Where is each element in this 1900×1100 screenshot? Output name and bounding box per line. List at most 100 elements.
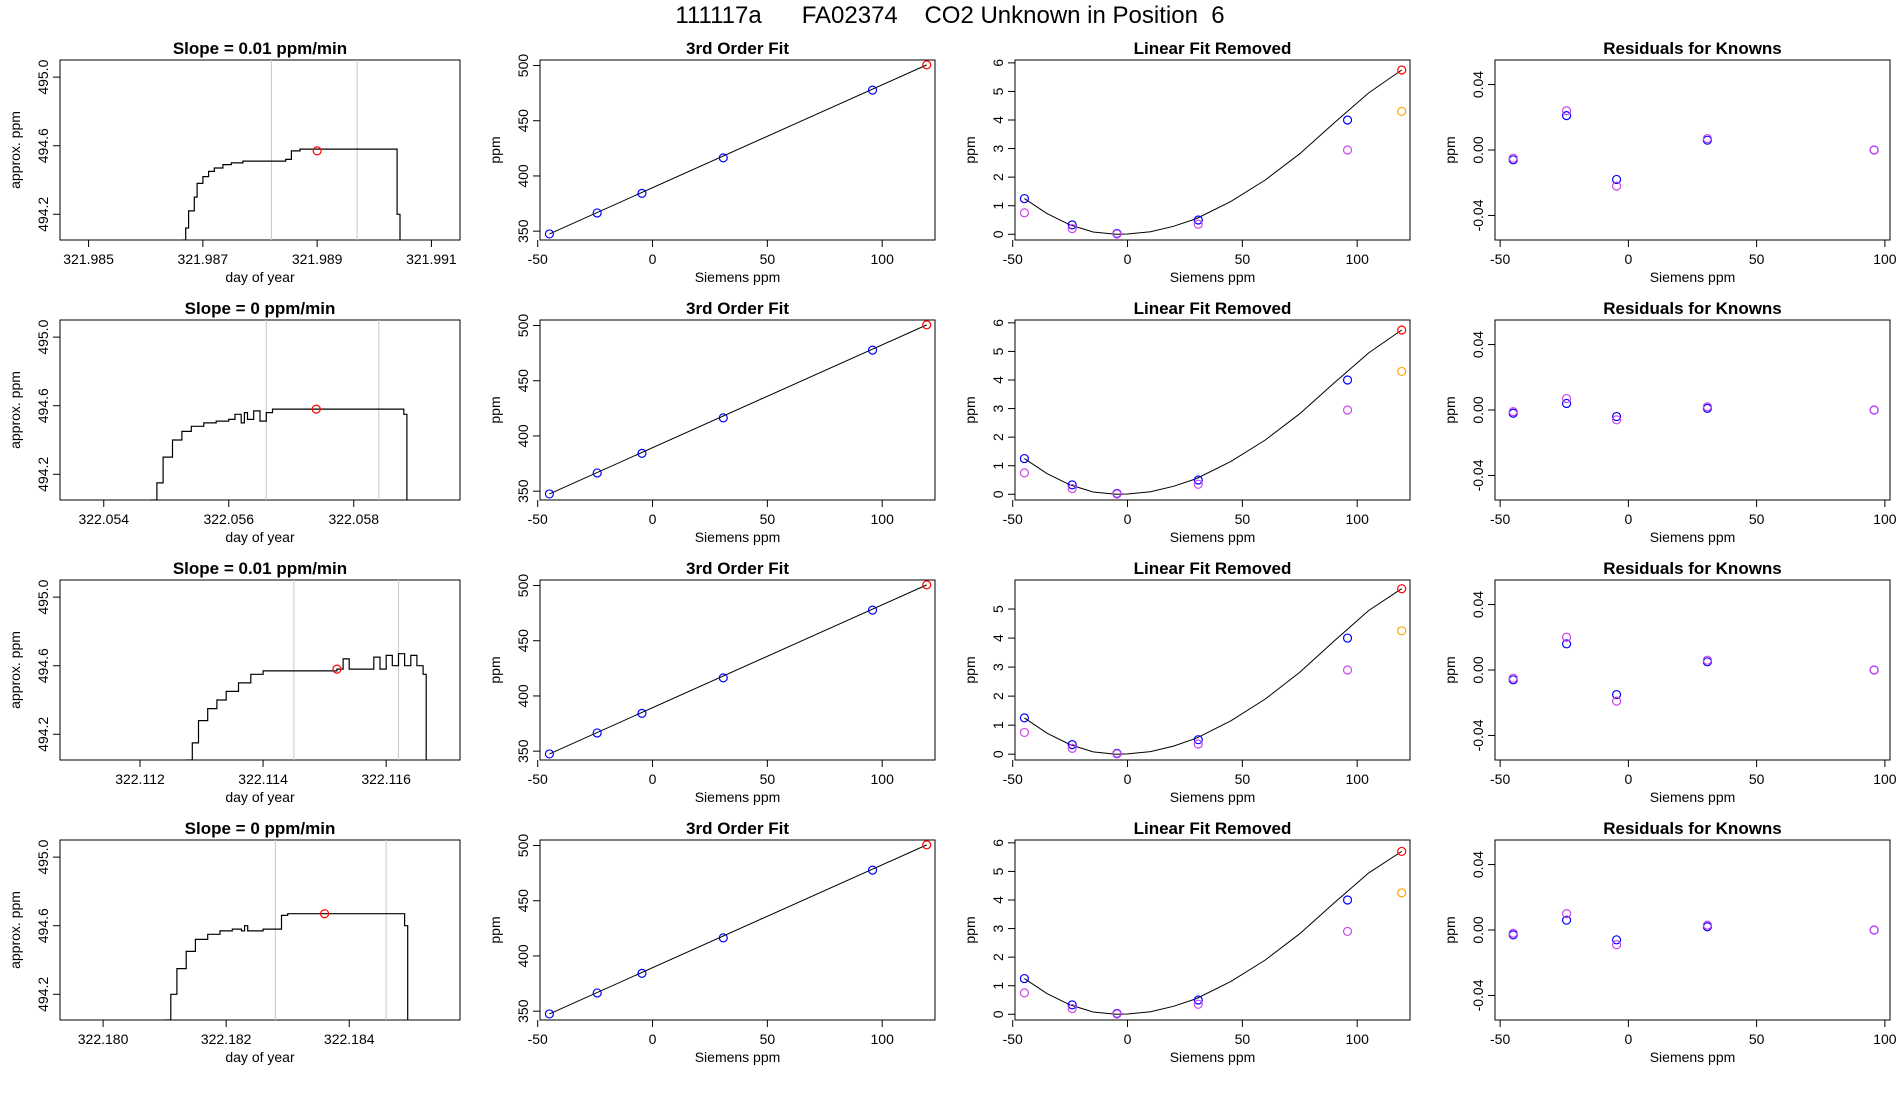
r1-fit-ytick-label: 500 xyxy=(515,54,531,78)
r3-linear-data-point xyxy=(1193,739,1203,749)
r4-linear-xtick-label: 50 xyxy=(1235,1031,1251,1047)
r3-linear-data-point xyxy=(1019,727,1030,738)
r3-trace-ylabel: approx. ppm xyxy=(7,631,23,709)
r1-linear-ytick-label: 5 xyxy=(990,87,1006,95)
r1-resid-xlabel: Siemens ppm xyxy=(1650,269,1736,285)
r1-fit-xtick-label: 0 xyxy=(649,251,657,267)
r4-fit-ytick-label: 450 xyxy=(515,889,531,913)
r3-fit-plot-frame xyxy=(539,579,936,761)
r1-linear-data-point xyxy=(1067,220,1077,230)
r2-fit-data-point xyxy=(867,345,878,355)
r3-resid-xtick-label: 100 xyxy=(1873,771,1897,787)
r2-linear-ytick-label: 2 xyxy=(990,433,1006,441)
r2-resid-data-point xyxy=(1561,398,1572,409)
r1-trace-unknown-point xyxy=(312,146,322,156)
r4-linear-ytick-label: 4 xyxy=(990,896,1006,904)
r1-fit-data-point xyxy=(637,188,647,198)
r1-fit-ytick-label: 450 xyxy=(515,109,531,133)
r4-linear-data-point xyxy=(1019,988,1030,998)
r1-fit-data-point xyxy=(718,153,728,163)
r3-linear-fit-curve xyxy=(1024,588,1402,755)
r3-fit-ytick-label: 350 xyxy=(515,739,531,763)
r3-fit-xtick-label: 50 xyxy=(760,771,776,787)
r1-linear-data-point xyxy=(1342,145,1353,155)
r3-linear-data-point xyxy=(1112,749,1122,759)
r3-linear-data-point xyxy=(1067,740,1077,750)
r4-linear-xtick-label: 100 xyxy=(1346,1031,1370,1047)
r4-fit-data-point xyxy=(637,968,647,978)
r3-linear-xtick-label: 50 xyxy=(1235,771,1251,787)
r2-linear-data-point xyxy=(1019,453,1030,464)
r4-fit-title: 3rd Order Fit xyxy=(686,819,789,838)
r3-trace-title: Slope = 0.01 ppm/min xyxy=(173,559,347,578)
r1-fit-fit-line xyxy=(549,64,927,235)
r2-trace-xtick-label: 322.056 xyxy=(203,511,254,527)
r3-linear-data-point xyxy=(1193,735,1203,745)
r1-resid-xtick-label: 100 xyxy=(1873,251,1897,267)
r4-linear-ytick-label: 6 xyxy=(990,839,1006,847)
r2-fit-data-point xyxy=(922,320,932,330)
r2-linear-ytick-label: 4 xyxy=(990,376,1006,384)
r4-fit-xtick-label: -50 xyxy=(528,1031,548,1047)
r4-fit-data-point xyxy=(544,1009,555,1019)
r4-resid-data-point xyxy=(1869,925,1879,935)
r1-fit-xtick-label: 100 xyxy=(871,251,895,267)
r2-fit-data-point xyxy=(544,489,555,499)
r1-fit-ytick-label: 400 xyxy=(515,164,531,188)
r2-fit-xlabel: Siemens ppm xyxy=(695,529,781,545)
r4-trace-plot-frame xyxy=(59,839,461,1021)
r1-linear-xtick-label: 0 xyxy=(1124,251,1132,267)
r1-linear-ytick-label: 3 xyxy=(990,144,1006,152)
r1-resid-ytick-label: 0.04 xyxy=(1470,71,1486,98)
r2-fit-xtick-label: -50 xyxy=(528,511,548,527)
r3-resid-title: Residuals for Knowns xyxy=(1603,559,1782,578)
r3-resid-xlabel: Siemens ppm xyxy=(1650,789,1736,805)
r3-linear-data-point xyxy=(1019,713,1030,723)
r2-trace-ytick-label: 495.0 xyxy=(35,319,51,354)
r2-resid-data-point xyxy=(1869,405,1879,415)
r3-linear-data-point xyxy=(1397,626,1407,636)
r4-linear-data-point xyxy=(1342,926,1353,937)
r1-linear-data-point xyxy=(1019,208,1030,218)
r3-fit-ylabel: ppm xyxy=(487,656,503,683)
r4-linear-data-point xyxy=(1067,1000,1077,1010)
r4-fit-data-point xyxy=(592,988,602,998)
r4-linear-data-point xyxy=(1397,846,1407,857)
r3-linear-xtick-label: 0 xyxy=(1124,771,1132,787)
r2-trace-ylabel: approx. ppm xyxy=(7,371,23,449)
r4-fit-plot-frame xyxy=(539,839,936,1021)
r3-resid-data-point xyxy=(1869,665,1879,675)
r1-trace-ytick-label: 494.2 xyxy=(35,197,51,232)
r2-fit-fit-line xyxy=(549,324,927,495)
r4-trace-ytick-label: 494.6 xyxy=(35,908,51,943)
r4-fit-ytick-label: 350 xyxy=(515,999,531,1023)
r3-trace-ytick-label: 494.6 xyxy=(35,648,51,683)
r4-linear-title: Linear Fit Removed xyxy=(1134,819,1292,838)
r4-trace-ylabel: approx. ppm xyxy=(7,891,23,969)
r4-fit-data-point xyxy=(867,865,878,875)
r4-resid-data-point xyxy=(1561,909,1572,919)
r2-linear-ytick-label: 0 xyxy=(990,490,1006,498)
r1-linear-data-point xyxy=(1193,219,1203,229)
r2-trace-trace-line xyxy=(150,408,408,500)
r2-fit-xtick-label: 100 xyxy=(871,511,895,527)
r2-resid-data-point xyxy=(1508,407,1518,417)
r4-trace-unknown-point xyxy=(320,909,330,919)
r2-fit-xtick-label: 50 xyxy=(760,511,776,527)
r1-fit-plot-frame xyxy=(539,59,936,241)
r1-resid-data-point xyxy=(1561,106,1572,116)
r1-trace-plot-frame xyxy=(59,59,461,241)
r3-trace-trace-line xyxy=(186,653,427,760)
r3-trace-xtick-label: 322.116 xyxy=(361,771,411,787)
r4-resid-xtick-label: 50 xyxy=(1749,1031,1765,1047)
r4-resid-ytick-label: 0.04 xyxy=(1470,851,1486,878)
r1-fit-title: 3rd Order Fit xyxy=(686,39,789,58)
r3-linear-ytick-label: 1 xyxy=(990,721,1006,729)
page-title: 111117a FA02374 CO2 Unknown in Position … xyxy=(675,2,1225,29)
r2-linear-data-point xyxy=(1342,405,1353,415)
r2-fit-plot-frame xyxy=(539,319,936,501)
r4-resid-title: Residuals for Knowns xyxy=(1603,819,1782,838)
r4-resid-data-point xyxy=(1611,935,1622,945)
r2-fit-data-point xyxy=(637,448,647,458)
